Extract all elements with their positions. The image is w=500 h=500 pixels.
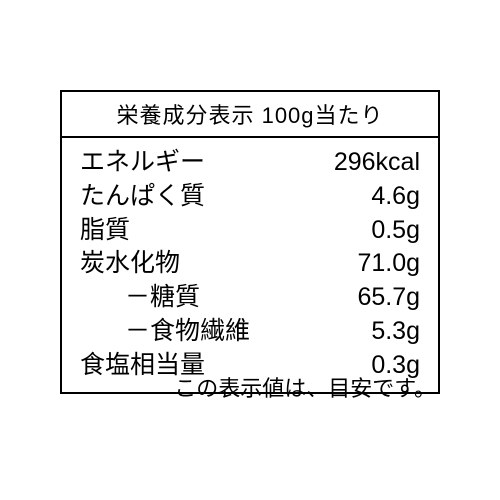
- row-label: －糖質: [80, 281, 200, 315]
- table-row: 炭水化物 71.0g: [80, 247, 420, 281]
- row-value: 5.3g: [371, 315, 420, 349]
- row-label: たんぱく質: [80, 180, 205, 214]
- row-label: エネルギー: [80, 146, 205, 180]
- table-body: エネルギー 296kcal たんぱく質 4.6g 脂質 0.5g 炭水化物 71…: [62, 138, 438, 392]
- row-label: 炭水化物: [80, 247, 180, 281]
- table-row: エネルギー 296kcal: [80, 146, 420, 180]
- footnote-text: この表示値は、目安です。: [174, 376, 436, 401]
- table-row: たんぱく質 4.6g: [80, 180, 420, 214]
- row-value: 296kcal: [334, 146, 420, 180]
- footnote: この表示値は、目安です。: [60, 365, 440, 403]
- table-row: －糖質 65.7g: [80, 281, 420, 315]
- row-label: 脂質: [80, 214, 130, 248]
- table-row: 脂質 0.5g: [80, 214, 420, 248]
- row-label: －食物繊維: [80, 315, 250, 349]
- table-row: －食物繊維 5.3g: [80, 315, 420, 349]
- row-value: 65.7g: [357, 281, 420, 315]
- table-header: 栄養成分表示 100g当たり: [62, 92, 438, 138]
- row-value: 4.6g: [371, 180, 420, 214]
- row-value: 0.5g: [371, 214, 420, 248]
- row-value: 71.0g: [357, 247, 420, 281]
- table-header-text: 栄養成分表示 100g当たり: [116, 103, 383, 128]
- nutrition-facts-table: 栄養成分表示 100g当たり エネルギー 296kcal たんぱく質 4.6g …: [60, 90, 440, 394]
